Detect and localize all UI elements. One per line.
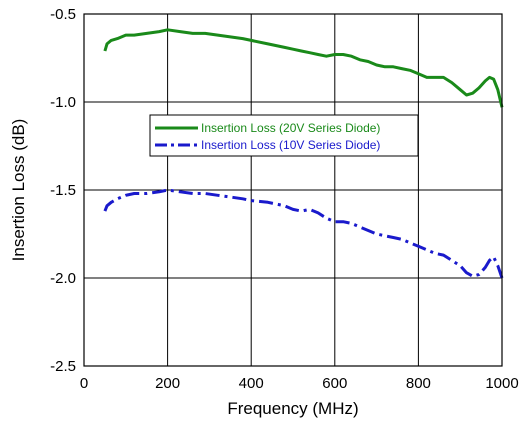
y-tick-label: -2.0: [50, 270, 76, 287]
legend-label-20v: Insertion Loss (20V Series Diode): [201, 121, 380, 135]
series-line-20v: [103, 28, 504, 108]
legend: Insertion Loss (20V Series Diode) Insert…: [149, 114, 419, 157]
x-tick-labels: 0 200 400 600 800 1000: [80, 375, 519, 392]
x-tick-label: 800: [406, 375, 431, 392]
legend-box: [149, 114, 419, 157]
legend-label-10v: Insertion Loss (10V Series Diode): [201, 138, 380, 152]
x-tick-label: 0: [80, 375, 88, 392]
grid-lines: [84, 14, 502, 366]
y-axis-title: Insertion Loss (dB): [9, 119, 28, 262]
x-tick-label: 1000: [485, 375, 518, 392]
x-tick-label: 200: [155, 375, 180, 392]
x-tick-label: 600: [322, 375, 347, 392]
plot-area-frame: [83, 13, 503, 367]
y-tick-label: -0.5: [50, 6, 76, 23]
y-tick-label: -1.5: [50, 182, 76, 199]
x-axis-title: Frequency (MHz): [227, 399, 358, 418]
y-tick-label: -1.0: [50, 94, 76, 111]
series-layer: [103, 28, 504, 279]
series-line-10v: [103, 188, 504, 279]
x-tick-label: 400: [239, 375, 264, 392]
y-tick-labels: -0.5 -1.0 -1.5 -2.0 -2.5: [50, 6, 76, 375]
y-tick-label: -2.5: [50, 358, 76, 375]
